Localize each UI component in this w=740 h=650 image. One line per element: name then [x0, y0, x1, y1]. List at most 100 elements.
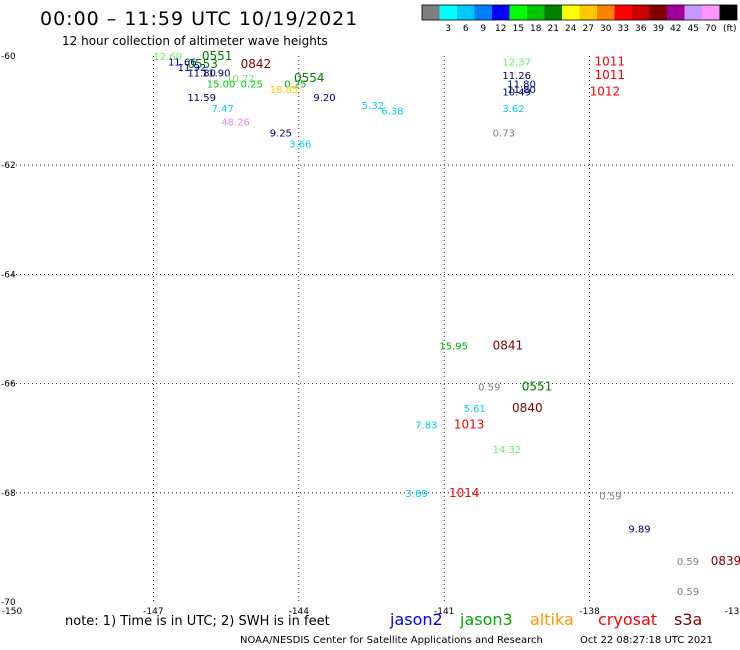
mission-label-jason2: jason2 — [389, 610, 443, 629]
swh-value-label: 11.26 — [502, 71, 531, 82]
mission-legend: jason2 jason3 altika cryosat s3a — [389, 610, 702, 629]
swh-value-label: 0.59 — [478, 382, 500, 393]
colorbar-tick-label: 45 — [688, 24, 699, 34]
colorbar-swatch — [684, 5, 702, 20]
colorbar-swatch — [667, 5, 685, 20]
swh-value-label: 11.92 — [178, 63, 207, 74]
colorbar-swatch — [719, 5, 737, 20]
swh-value-label: 11.59 — [187, 93, 216, 104]
colorbar-tick-label: 27 — [583, 24, 594, 34]
lat-tick-label: -60 — [1, 52, 16, 62]
colorbar-swatch — [492, 5, 510, 20]
mission-label-jason3: jason3 — [459, 610, 513, 629]
swh-value-label: 15.00 — [207, 79, 236, 90]
pass-time-label: 1014 — [449, 486, 480, 500]
colorbar-tick-label: 42 — [670, 24, 681, 34]
colorbar-tick-label: 30 — [600, 24, 612, 34]
page-subtitle: 12 hour collection of altimeter wave hei… — [62, 34, 328, 48]
mission-label-s3a: s3a — [674, 610, 702, 629]
map-grid — [8, 56, 735, 602]
swh-value-label: 12.60 — [153, 52, 182, 63]
pass-time-label: 1011 — [594, 54, 625, 68]
lat-tick-label: -70 — [1, 598, 16, 608]
swh-value-label: 3.62 — [502, 104, 524, 115]
colorbar-unit-label: (ft) — [723, 24, 737, 34]
swh-value-label: 0.59 — [599, 492, 621, 503]
colorbar-swatch — [649, 5, 667, 20]
colorbar-tick-label: 24 — [565, 24, 577, 34]
swh-value-label: 6.38 — [381, 107, 403, 118]
colorbar-tick-label: 9 — [480, 24, 486, 34]
lon-tick-label: -138 — [579, 607, 600, 617]
colorbar-tick-label: 36 — [635, 24, 647, 34]
colorbar-swatch — [562, 5, 580, 20]
pass-time-label: 0839 — [711, 554, 740, 568]
colorbar-swatch — [509, 5, 527, 20]
pass-time-label: 0551 — [202, 49, 233, 63]
colorbar-swatch — [632, 5, 650, 20]
pass-time-label: 1013 — [454, 418, 485, 432]
swh-value-label: 0.73 — [493, 128, 515, 139]
pass-time-label: 0841 — [493, 338, 524, 352]
colorbar-swatch — [702, 5, 720, 20]
swh-value-label: 0.59 — [677, 587, 699, 598]
lat-tick-label: -62 — [1, 161, 16, 171]
swh-value-label: 3.89 — [405, 489, 427, 500]
swh-value-label: 7.83 — [415, 421, 437, 432]
pass-time-label: 1011 — [594, 68, 625, 82]
colorbar-tick-label: 12 — [495, 24, 506, 34]
swh-value-label: 0.25 — [284, 79, 306, 90]
pass-time-label: 0840 — [512, 401, 543, 415]
footer-note: note: 1) Time is in UTC; 2) SWH is in fe… — [65, 614, 330, 629]
mission-label-cryosat: cryosat — [598, 610, 657, 629]
swh-value-label: 11.90 — [202, 68, 231, 79]
map-axes: -150 -147 -144 -141 -138 -13 -60 -62 -64 -66 -68 -7… — [1, 52, 739, 617]
pass-time-label: 0553 — [187, 57, 218, 71]
lon-tick-label: -150 — [2, 607, 23, 617]
colorbar-tick-label: 6 — [463, 24, 469, 34]
colorbar-tick-label: 39 — [653, 24, 665, 34]
pass-time-label: 0551 — [522, 379, 553, 393]
swh-value-label: 15.95 — [439, 341, 468, 352]
lat-tick-label: -68 — [1, 489, 16, 499]
lon-tick-label: -13 — [725, 607, 740, 617]
swh-value-label: 14.32 — [493, 445, 522, 456]
lat-tick-label: -66 — [1, 380, 16, 390]
swh-value-label: 11.80 — [507, 85, 536, 96]
colorbar-tick-label: 15 — [513, 24, 524, 34]
page-title: 00:00 – 11:59 UTC 10/19/2021 — [40, 8, 358, 30]
swh-value-label: 12.37 — [502, 57, 531, 68]
swh-value-label: 48.26 — [221, 118, 250, 129]
colorbar-tick-label: 18 — [530, 24, 542, 34]
swh-value-label: 9.20 — [313, 93, 335, 104]
lat-tick-label: -64 — [1, 270, 16, 280]
colorbar-tick-label: 21 — [548, 24, 559, 34]
swh-value-label: 11.66 — [168, 57, 197, 68]
swh-value-label: 9.25 — [270, 128, 292, 139]
colorbar-swatch — [422, 5, 440, 20]
swh-value-label: 10.72 — [226, 74, 255, 85]
pass-time-label: 0842 — [241, 57, 272, 71]
swh-value-label: 10.49 — [502, 87, 531, 98]
footer-timestamp: Oct 22 08:27:18 UTC 2021 — [580, 635, 713, 646]
pass-time-label: 1012 — [590, 84, 621, 98]
colorbar-swatch — [597, 5, 615, 20]
colorbar-legend: 3 6 9 12 15 18 21 24 27 30 33 36 39 42 45 70 — [421, 4, 738, 34]
colorbar-tick-label: 3 — [445, 24, 451, 34]
colorbar-swatch — [527, 5, 545, 20]
lon-tick-label: -144 — [289, 607, 310, 617]
swh-value-label: 5.61 — [464, 404, 486, 415]
colorbar-swatch — [439, 5, 457, 20]
swh-value-label: 5.32 — [362, 101, 384, 112]
pass-time-label: 0554 — [294, 71, 325, 85]
colorbar-swatch — [579, 5, 597, 20]
colorbar-tick-label: 70 — [705, 24, 717, 34]
footer-credit: NOAA/NESDIS Center for Satellite Applica… — [240, 635, 543, 646]
colorbar-swatch — [544, 5, 562, 20]
swh-value-label: 18.85 — [270, 85, 299, 96]
swh-value-label: 11.80 — [187, 68, 216, 79]
colorbar-outline — [421, 4, 738, 21]
